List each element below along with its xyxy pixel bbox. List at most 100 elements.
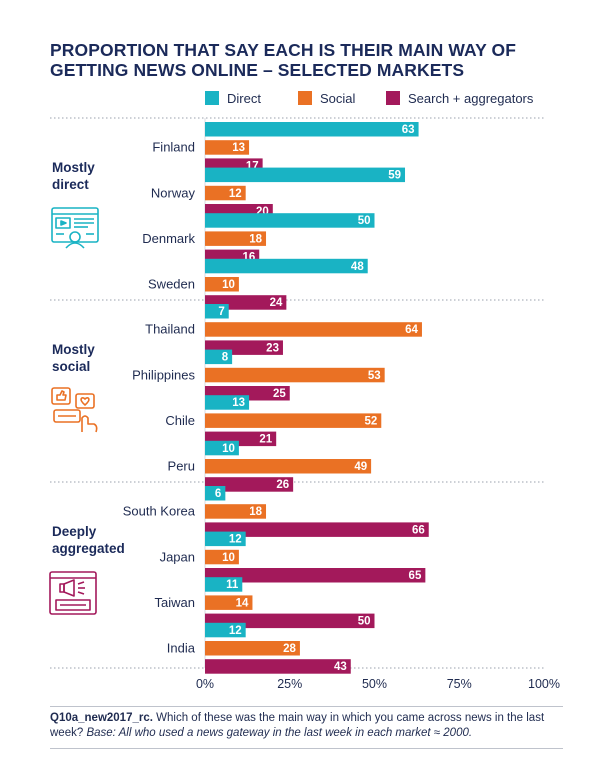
- market-label-finland: Finland: [152, 140, 195, 155]
- data-label-south-korea-social: 18: [249, 506, 262, 518]
- data-label-sweden-direct: 48: [351, 261, 364, 273]
- legend-label-social: Social: [320, 91, 356, 106]
- x-tick-label: 50%: [362, 677, 387, 691]
- bar-denmark-social: [205, 231, 267, 246]
- data-label-japan-direct: 12: [229, 534, 242, 546]
- data-label-peru-direct: 10: [222, 443, 235, 455]
- data-label-taiwan-direct: 11: [226, 579, 239, 591]
- market-label-chile: Chile: [165, 413, 195, 428]
- data-label-peru-social: 49: [354, 461, 367, 473]
- footnote: Q10a_new2017_rc. Which of these was the …: [50, 711, 570, 740]
- data-label-taiwan-search-aggregators: 50: [358, 616, 371, 628]
- legend-swatch-search-aggregators: [386, 91, 400, 105]
- chart: Direct Social Search + aggregators Finland 6…: [49, 91, 560, 691]
- market-label-norway: Norway: [151, 185, 196, 200]
- data-label-philippines-social: 53: [368, 370, 381, 382]
- data-label-denmark-direct: 50: [358, 215, 371, 227]
- data-label-sweden-social: 10: [222, 279, 235, 291]
- market-label-japan: Japan: [160, 549, 195, 564]
- data-label-japan-social: 10: [222, 552, 235, 564]
- x-tick-label: 25%: [277, 677, 302, 691]
- legend-label-search-aggregators: Search + aggregators: [408, 91, 534, 106]
- bar-south-korea-social: [205, 504, 267, 519]
- bar-south-korea-search-aggregators: [205, 522, 429, 537]
- data-label-japan-search-aggregators: 65: [409, 570, 422, 582]
- data-label-norway-direct: 59: [388, 170, 401, 182]
- bar-taiwan-social: [205, 595, 253, 610]
- bar-japan-social: [205, 549, 239, 565]
- market-label-philippines: Philippines: [132, 367, 195, 382]
- bar-south-korea-direct: [205, 486, 226, 501]
- x-tick-label: 100%: [528, 677, 560, 691]
- x-tick-label: 75%: [447, 677, 472, 691]
- bar-india-search-aggregators: [205, 659, 351, 674]
- data-label-chile-search-aggregators: 21: [259, 434, 272, 446]
- market-label-south-korea: South Korea: [123, 504, 196, 519]
- data-label-india-direct: 12: [229, 625, 242, 637]
- data-label-finland-social: 13: [232, 142, 245, 154]
- group-label-line1: Mostly: [52, 160, 95, 175]
- bar-finland-direct: [205, 122, 419, 137]
- data-label-philippines-search-aggregators: 25: [273, 388, 286, 400]
- data-label-thailand-search-aggregators: 23: [266, 342, 279, 354]
- bar-peru-social: [205, 459, 372, 474]
- data-label-south-korea-search-aggregators: 66: [412, 524, 425, 536]
- bar-philippines-direct: [205, 349, 233, 365]
- bar-philippines-social: [205, 367, 385, 383]
- chart-title: PROPORTION THAT SAY EACH IS THEIR MAIN W…: [50, 40, 517, 80]
- bar-india-direct: [205, 622, 246, 638]
- data-label-chile-social: 52: [364, 415, 377, 427]
- data-label-denmark-social: 18: [249, 233, 262, 245]
- bar-chile-direct: [205, 395, 250, 410]
- bar-peru-direct: [205, 440, 239, 456]
- market-label-sweden: Sweden: [148, 277, 195, 292]
- data-label-thailand-direct: 7: [218, 306, 224, 318]
- data-label-norway-social: 12: [229, 188, 242, 200]
- aggregator-icon: [49, 571, 97, 615]
- footnote-divider-bottom: [50, 748, 563, 749]
- legend-swatch-social: [298, 91, 312, 105]
- group-label-line1: Mostly: [52, 342, 95, 357]
- news-website-icon: [51, 207, 99, 249]
- bar-norway-direct: [205, 167, 406, 183]
- bar-sweden-direct: [205, 258, 368, 274]
- data-label-finland-direct: 63: [402, 124, 415, 136]
- data-label-philippines-direct: 8: [222, 352, 229, 364]
- legend-swatch-direct: [205, 91, 219, 105]
- footnote-question: Which of these was the main way in which…: [50, 712, 545, 739]
- x-tick-label: 0%: [196, 677, 214, 691]
- bar-norway-social: [205, 185, 246, 201]
- bar-denmark-direct: [205, 213, 375, 228]
- footnote-base: Base: All who used a news gateway in the…: [86, 726, 473, 739]
- market-label-denmark: Denmark: [142, 231, 195, 246]
- bar-taiwan-direct: [205, 577, 243, 592]
- group-label-line2: social: [52, 359, 90, 374]
- bar-japan-search-aggregators: [205, 568, 426, 583]
- bar-thailand-social: [205, 322, 422, 337]
- data-label-chile-direct: 13: [232, 397, 245, 409]
- bar-india-social: [205, 641, 300, 656]
- data-label-peru-search-aggregators: 26: [276, 479, 289, 491]
- data-label-india-search-aggregators: 43: [334, 661, 347, 673]
- market-label-taiwan: Taiwan: [155, 595, 195, 610]
- bar-japan-direct: [205, 531, 246, 547]
- social-media-icon: [51, 387, 98, 433]
- bar-finland-social: [205, 140, 250, 155]
- group-label-line2: aggregated: [52, 541, 125, 556]
- footnote-code: Q10a_new2017_rc.: [50, 712, 153, 724]
- bar-peru-search-aggregators: [205, 477, 294, 492]
- data-label-taiwan-social: 14: [236, 597, 249, 609]
- data-label-sweden-search-aggregators: 24: [270, 297, 283, 309]
- market-label-thailand: Thailand: [145, 322, 195, 337]
- bar-thailand-direct: [205, 304, 229, 319]
- footnote-divider-top: [50, 706, 563, 707]
- data-label-south-korea-direct: 6: [215, 488, 221, 500]
- data-label-thailand-social: 64: [405, 324, 418, 336]
- bar-chile-social: [205, 413, 382, 428]
- bar-sweden-social: [205, 277, 239, 292]
- data-label-india-social: 28: [283, 643, 296, 655]
- legend-label-direct: Direct: [227, 91, 261, 106]
- bar-taiwan-search-aggregators: [205, 613, 375, 629]
- market-label-peru: Peru: [168, 459, 195, 474]
- market-label-india: India: [167, 641, 196, 656]
